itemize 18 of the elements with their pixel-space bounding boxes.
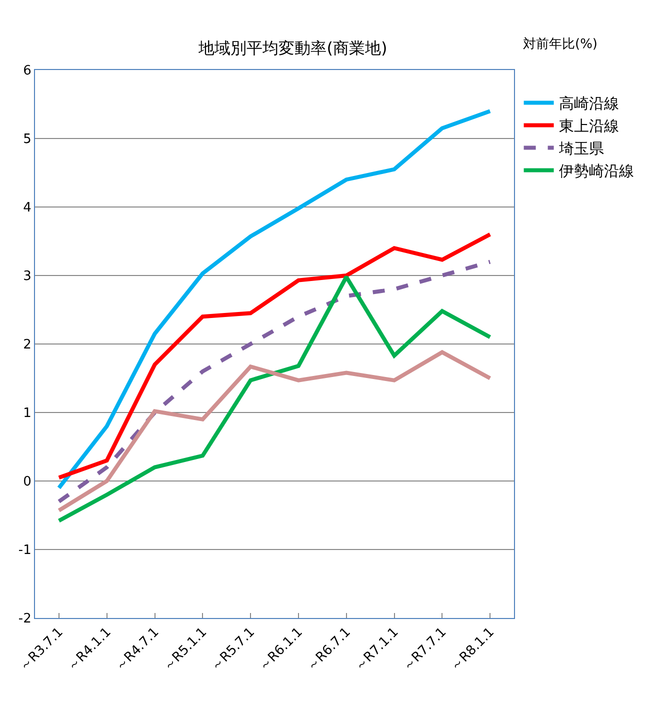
line-series bbox=[56, 232, 492, 480]
y-axis-title: 対前年比(%) bbox=[523, 36, 598, 52]
chart-title: 地域別平均変動率(商業地) bbox=[198, 38, 388, 58]
y-tick-label: 2 bbox=[23, 338, 32, 353]
line-series bbox=[56, 109, 492, 490]
y-tick-label: 1 bbox=[23, 406, 32, 422]
y-tick-label: 0 bbox=[23, 474, 32, 490]
y-tick-label: -1 bbox=[18, 543, 32, 558]
y-tick-label: 4 bbox=[23, 200, 32, 216]
y-tick-label: 6 bbox=[23, 64, 32, 79]
legend-label: 埼玉県 bbox=[558, 140, 604, 158]
legend-label: 伊勢崎沿線 bbox=[558, 162, 634, 180]
legend-label: 高崎沿線 bbox=[558, 94, 619, 113]
y-tick-label: 3 bbox=[23, 269, 32, 284]
line-series bbox=[56, 350, 492, 512]
legend-label: 東上沿線 bbox=[558, 117, 619, 136]
y-tick-label: -2 bbox=[18, 612, 32, 627]
y-tick-label: 5 bbox=[23, 132, 32, 148]
